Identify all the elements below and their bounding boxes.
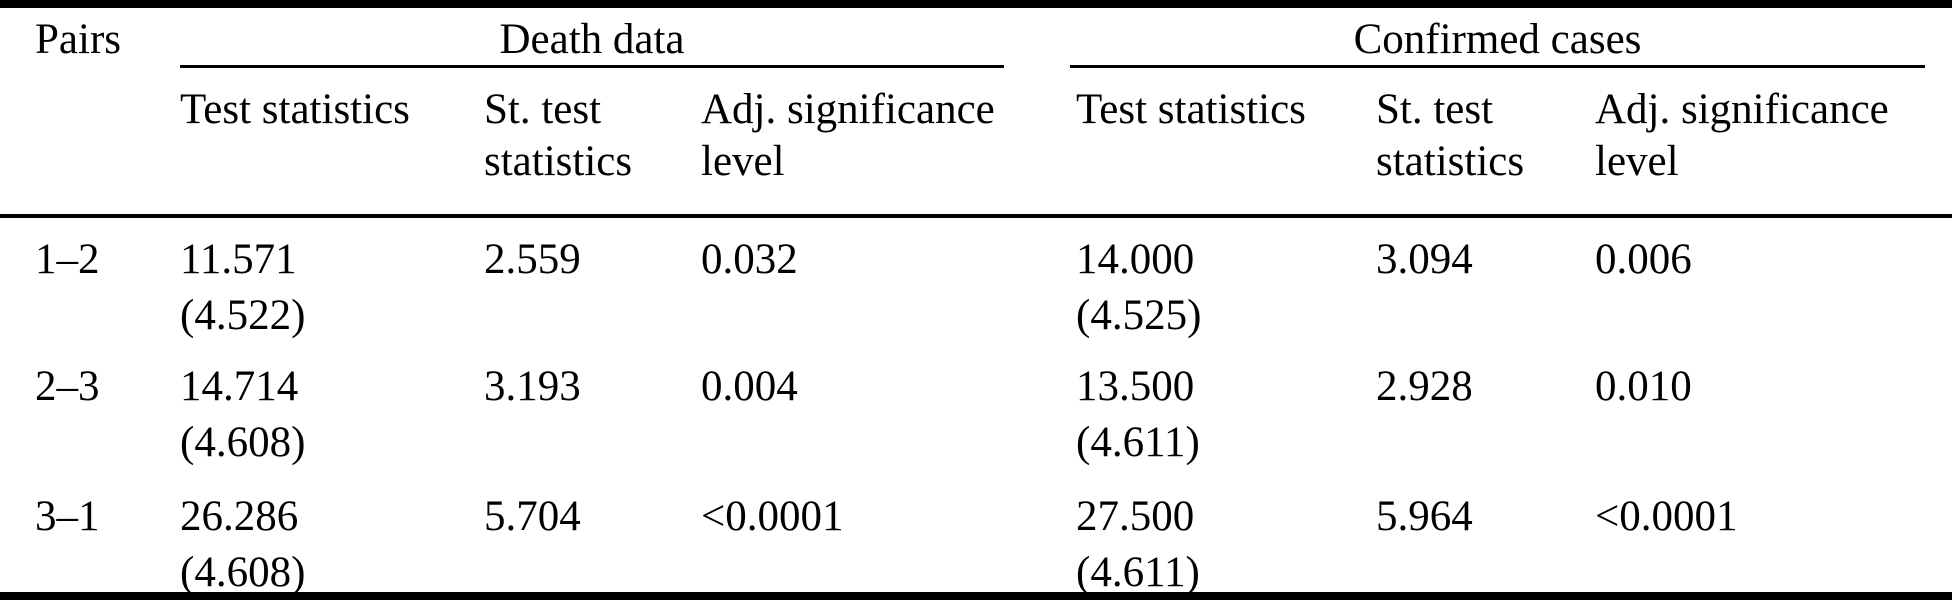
death-st-test-statistic-cell: 3.193 (484, 363, 581, 410)
death-test-statistic-cell: 14.714 (4.608) (180, 359, 472, 471)
confirmed-test-statistics-header: Test statistics (1076, 86, 1306, 133)
death-st-test-statistic-cell: 5.704 (484, 493, 581, 540)
standard-error-value: (4.611) (1076, 419, 1200, 466)
death-data-group-rule (180, 65, 1004, 68)
table-bottom-rule (0, 592, 1952, 600)
death-test-statistic-cell: 11.571 (4.522) (180, 232, 472, 344)
test-statistic-value: 14.000 (1076, 236, 1195, 283)
confirmed-adj-significance-header: Adj. significance level (1595, 86, 1889, 185)
confirmed-adj-significance-cell: 0.010 (1595, 363, 1692, 410)
standard-error-value: (4.522) (180, 292, 306, 339)
death-adj-significance-cell: 0.004 (701, 363, 798, 410)
test-statistic-value: 14.714 (180, 363, 299, 410)
death-st-test-statistics-header: St. test statistics (484, 86, 633, 185)
header-bottom-rule (0, 214, 1952, 218)
death-test-statistic-cell: 26.286 (4.608) (180, 489, 472, 600)
test-statistic-value: 11.571 (180, 236, 297, 283)
pairs-column-header: Pairs (35, 16, 121, 63)
death-adj-significance-cell: <0.0001 (701, 493, 844, 540)
group-header-death-data: Death data (499, 16, 685, 63)
pair-label: 1–2 (35, 236, 100, 283)
confirmed-test-statistic-cell: 14.000 (4.525) (1076, 232, 1364, 344)
death-adj-significance-header: Adj. significance level (701, 86, 995, 185)
pair-label: 2–3 (35, 363, 100, 410)
confirmed-st-test-statistic-cell: 5.964 (1376, 493, 1473, 540)
standard-error-value: (4.525) (1076, 292, 1202, 339)
death-test-statistics-header: Test statistics (180, 86, 410, 133)
confirmed-adj-significance-cell: <0.0001 (1595, 493, 1738, 540)
standard-error-value: (4.608) (180, 419, 306, 466)
table-top-rule (0, 0, 1952, 8)
confirmed-st-test-statistic-cell: 2.928 (1376, 363, 1473, 410)
death-st-test-statistic-cell: 2.559 (484, 236, 581, 283)
confirmed-cases-group-rule (1070, 65, 1925, 68)
standard-error-value: (4.611) (1076, 549, 1200, 596)
test-statistic-value: 26.286 (180, 493, 299, 540)
group-header-confirmed-cases: Confirmed cases (1353, 16, 1642, 63)
pair-label: 3–1 (35, 493, 100, 540)
confirmed-st-test-statistic-cell: 3.094 (1376, 236, 1473, 283)
confirmed-adj-significance-cell: 0.006 (1595, 236, 1692, 283)
test-statistic-value: 27.500 (1076, 493, 1195, 540)
confirmed-test-statistic-cell: 27.500 (4.611) (1076, 489, 1364, 600)
death-adj-significance-cell: 0.032 (701, 236, 798, 283)
confirmed-test-statistic-cell: 13.500 (4.611) (1076, 359, 1364, 471)
standard-error-value: (4.608) (180, 549, 306, 596)
test-statistic-value: 13.500 (1076, 363, 1195, 410)
confirmed-st-test-statistics-header: St. test statistics (1376, 86, 1525, 185)
